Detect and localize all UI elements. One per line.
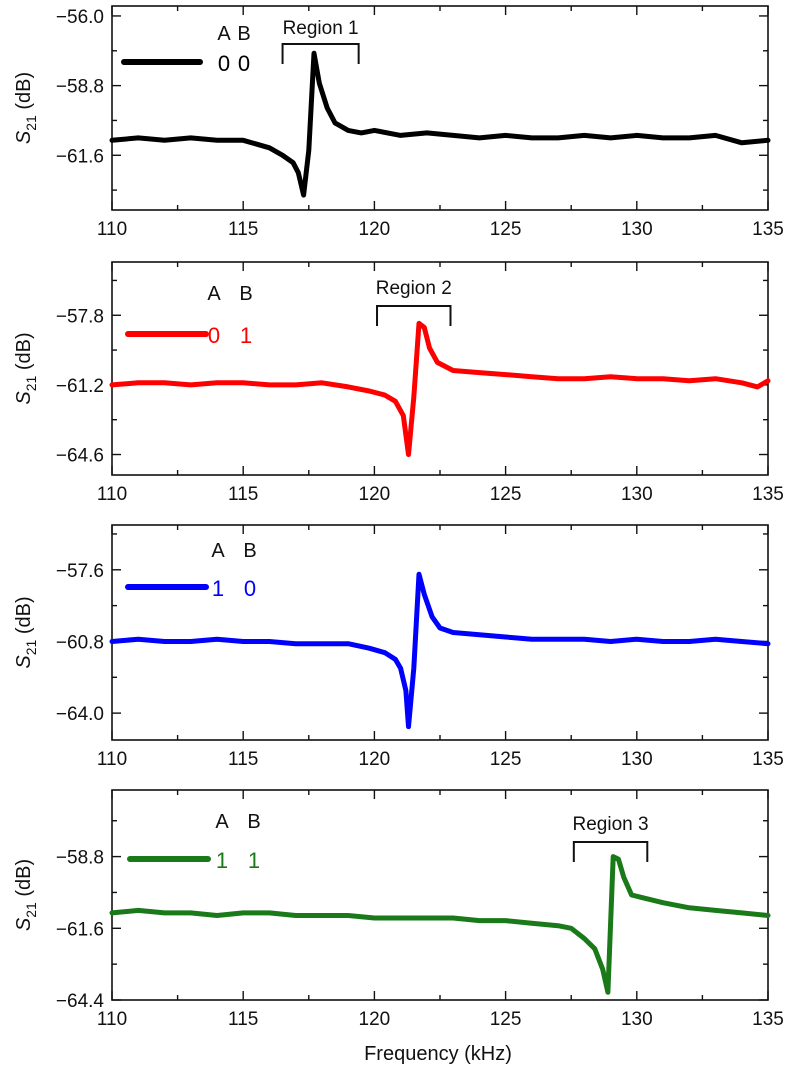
plot-frame <box>111 789 769 1001</box>
y-tick-label: −61.2 <box>56 376 104 397</box>
y-tick-label: −57.8 <box>56 306 104 327</box>
y-tick-label: −58.8 <box>56 77 104 98</box>
x-tick-label: 135 <box>752 1009 784 1030</box>
panel-4: 110 115 120 125 130 135 −58.8 −61.6 −64.4 S21 (dB… <box>13 789 784 1030</box>
plot-frame <box>111 5 769 211</box>
legend-value-b: 1 <box>240 323 252 348</box>
region-label: Region 3 <box>573 814 649 835</box>
y-tick-label: −64.4 <box>56 991 105 1012</box>
y-axis-label: S21 (dB) <box>13 332 39 404</box>
legend-value-a: 0 <box>208 323 220 348</box>
x-tick-label: 115 <box>228 1009 258 1030</box>
x-tick-label: 125 <box>490 484 522 505</box>
x-tick-label: 130 <box>621 219 653 240</box>
x-tick-label: 120 <box>359 1009 391 1030</box>
x-tick-label: 125 <box>490 219 522 240</box>
region-bracket <box>572 841 649 862</box>
x-tick-label: 115 <box>228 749 258 770</box>
x-tick-label: 110 <box>97 219 127 240</box>
x-tick-label: 125 <box>490 749 522 770</box>
y-tick-label: −61.6 <box>56 146 104 167</box>
legend-value-b: 1 <box>248 848 260 873</box>
data-series-line <box>109 320 771 457</box>
x-tick-label: 135 <box>752 219 784 240</box>
y-tick-label: −64.0 <box>56 704 104 725</box>
legend-header-a: A <box>217 23 231 45</box>
y-axis-label: S21 (dB) <box>13 72 39 144</box>
data-series-line <box>109 50 771 198</box>
x-tick-label: 110 <box>97 1009 127 1030</box>
x-tick-label: 115 <box>228 219 258 240</box>
y-tick-label: −60.8 <box>56 632 104 653</box>
legend-value-b: 0 <box>238 51 250 76</box>
legend-value-a: 1 <box>216 848 228 873</box>
legend-header-b: B <box>243 540 256 562</box>
legend-header-b: B <box>239 283 252 305</box>
y-tick-label: −57.6 <box>56 561 104 582</box>
x-tick-label: 130 <box>621 1009 653 1030</box>
x-tick-label: 135 <box>752 484 784 505</box>
x-tick-label: 130 <box>621 749 653 770</box>
x-axis-label: Frequency (kHz) <box>364 1043 512 1065</box>
x-tick-label: 125 <box>490 1009 522 1030</box>
legend-header-b: B <box>237 23 250 45</box>
region-bracket <box>281 43 360 64</box>
panel-1: 110 115 120 125 130 135 −56.0 −58.8 −61.6 S21 (dB… <box>13 5 784 240</box>
region-bracket <box>376 305 452 326</box>
x-tick-label: 120 <box>359 749 391 770</box>
legend-value-a: 1 <box>212 576 224 601</box>
x-tick-label: 130 <box>621 484 653 505</box>
y-tick-label: −64.6 <box>56 446 104 467</box>
region-label: Region 1 <box>283 18 359 39</box>
y-tick-label: −58.8 <box>56 848 104 869</box>
x-tick-label: 120 <box>359 219 391 240</box>
data-series-line <box>109 571 771 730</box>
region-label: Region 2 <box>376 278 452 299</box>
legend-header-a: A <box>215 811 229 833</box>
y-tick-label: −56.0 <box>56 7 104 28</box>
legend-value-a: 0 <box>218 51 230 76</box>
x-tick-label: 110 <box>97 484 127 505</box>
panel-3: 110 115 120 125 130 135 −57.6 −60.8 −64.0 S21 (dB… <box>13 524 784 770</box>
y-axis-label: S21 (dB) <box>13 596 39 668</box>
x-tick-label: 135 <box>752 749 784 770</box>
y-tick-label: −61.6 <box>56 919 104 940</box>
x-tick-label: 120 <box>359 484 391 505</box>
y-axis-label: S21 (dB) <box>13 859 39 931</box>
legend-header-a: A <box>207 283 221 305</box>
legend-value-b: 0 <box>244 576 256 601</box>
x-tick-label: 110 <box>97 749 127 770</box>
legend-header-b: B <box>247 811 260 833</box>
legend-header-a: A <box>211 540 225 562</box>
data-series-line <box>109 854 771 995</box>
panel-2: 110 115 120 125 130 135 −57.8 −61.2 −64.6 S21 (dB… <box>13 261 784 505</box>
x-tick-label: 115 <box>228 484 258 505</box>
